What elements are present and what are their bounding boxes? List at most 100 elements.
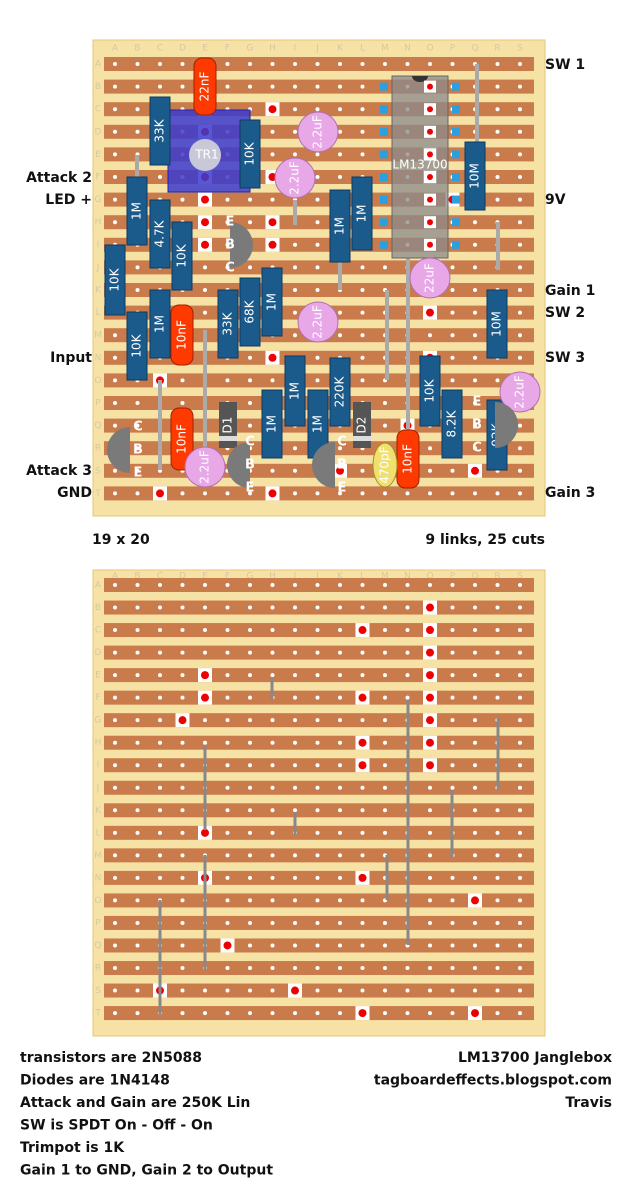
hole [270, 875, 275, 880]
hole [383, 943, 387, 948]
hole [180, 988, 185, 993]
hole [338, 695, 342, 700]
hole [270, 152, 275, 157]
column-letter: A [112, 44, 119, 54]
hole [113, 468, 117, 473]
hole [315, 175, 320, 179]
column-letter: I [294, 572, 297, 582]
hole [248, 62, 252, 66]
hole [248, 401, 252, 405]
hole [495, 898, 500, 903]
hole [473, 673, 477, 678]
hole [338, 605, 342, 610]
ic-pin [452, 105, 460, 114]
hole [360, 853, 365, 858]
hole [428, 785, 432, 790]
hole [428, 898, 432, 903]
hole [158, 853, 162, 858]
hole [293, 288, 297, 292]
hole [338, 785, 342, 790]
hole [518, 898, 522, 903]
transistor-pin: B [472, 418, 482, 433]
hole [473, 333, 477, 338]
component-label: 10K [108, 267, 122, 291]
column-letter: E [202, 572, 208, 582]
hole [293, 628, 297, 633]
hole [293, 242, 297, 247]
hole [135, 763, 140, 768]
hole [203, 583, 207, 587]
row-letter: A [95, 581, 102, 591]
row-letter: I [97, 240, 100, 250]
hole [428, 62, 432, 66]
resistor [149, 199, 171, 269]
hole [315, 152, 320, 157]
hole [428, 468, 432, 473]
electrolytic-capacitor [297, 301, 339, 343]
hole [360, 673, 365, 678]
component-label: 1M [311, 415, 325, 433]
hole [360, 785, 365, 790]
hole [135, 853, 140, 858]
diode-band [353, 436, 371, 441]
component-label: 470pF [378, 446, 392, 484]
hole [293, 898, 297, 903]
hole [180, 943, 185, 948]
right-label: Gain 1 [545, 283, 595, 299]
hole [405, 695, 410, 700]
hole [495, 673, 500, 678]
component-label: 10nF [175, 424, 189, 454]
ic-pad-dot [427, 128, 433, 135]
hole [113, 875, 117, 880]
resistor [329, 189, 351, 263]
hole [405, 1011, 410, 1016]
hole [248, 830, 252, 835]
hole [293, 740, 297, 745]
transistor [227, 442, 250, 488]
hole [113, 333, 117, 338]
hole [315, 288, 320, 292]
hole [113, 583, 117, 587]
hole [315, 220, 320, 225]
hole [450, 583, 455, 587]
left-label: LED + [45, 192, 92, 208]
hole [473, 401, 477, 405]
electrolytic-capacitor [184, 446, 226, 488]
component-label: 2.2uF [198, 450, 212, 484]
hole [248, 718, 252, 723]
hole [383, 265, 387, 270]
note: transistors are 2N5088 [20, 1050, 202, 1066]
hole [518, 988, 522, 993]
hole [428, 491, 432, 496]
hole [338, 491, 342, 496]
hole [293, 1011, 297, 1016]
hole [338, 310, 342, 315]
hole [270, 650, 275, 655]
hole [225, 853, 230, 858]
ic-pin [452, 218, 460, 227]
hole [135, 628, 140, 633]
hole [473, 242, 477, 247]
component-label: 22nF [198, 72, 212, 102]
component-label: 1M [153, 315, 167, 333]
hole [495, 605, 500, 610]
hole [270, 84, 275, 89]
hole [158, 650, 162, 655]
hole [225, 650, 230, 655]
hole [518, 853, 522, 858]
component-label: 1M [130, 202, 144, 220]
cut-dot [426, 308, 434, 317]
resistor [261, 389, 283, 459]
hole [270, 197, 275, 202]
hole [315, 491, 320, 496]
hole [248, 988, 252, 993]
hole [495, 197, 500, 202]
resistor [126, 311, 148, 381]
hole [113, 355, 117, 360]
hole [113, 740, 117, 745]
hole [383, 401, 387, 405]
hole [428, 988, 432, 993]
hole [315, 242, 320, 247]
hole [113, 650, 117, 655]
hole [315, 740, 320, 745]
